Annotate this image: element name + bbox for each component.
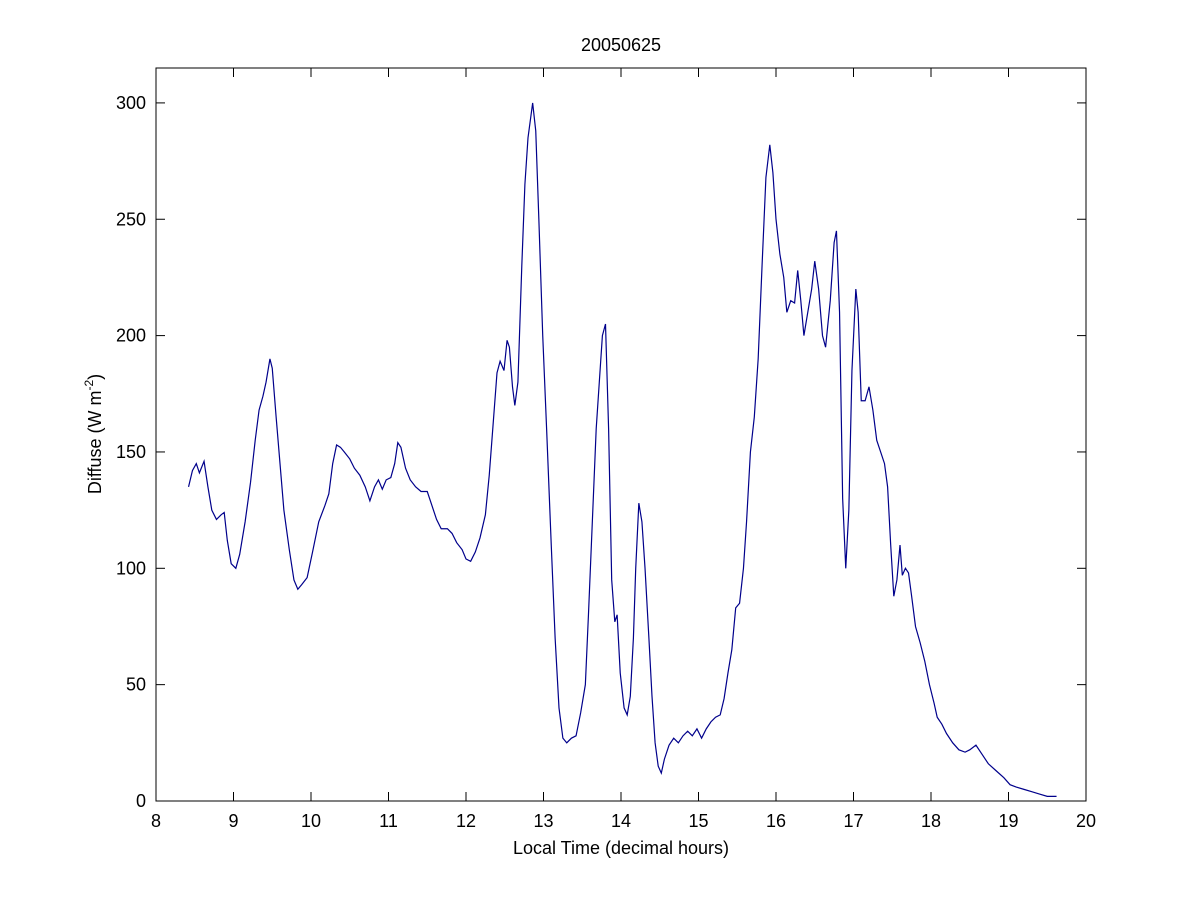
x-tick-label: 11 [379,811,398,831]
y-axis-label: Diffuse (W m-2) [82,374,105,494]
x-tick-label: 12 [456,811,476,831]
y-tick-label: 0 [136,791,146,811]
x-tick-label: 10 [301,811,321,831]
x-tick-label: 9 [228,811,238,831]
plot-area [155,67,1087,802]
y-tick-label: 100 [116,558,146,578]
y-tick-label: 250 [116,209,146,229]
x-tick-label: 19 [998,811,1018,831]
y-tick-label: 50 [126,675,146,695]
y-label-sup: -2 [82,379,96,390]
x-tick-label: 18 [921,811,941,831]
chart-title: 20050625 [581,35,661,55]
y-tick-label: 150 [116,442,146,462]
x-tick-label: 15 [688,811,708,831]
x-axis-label: Local Time (decimal hours) [513,838,729,858]
y-label-end: ) [85,374,105,380]
x-tick-label: 17 [843,811,863,831]
x-tick-label: 13 [533,811,553,831]
data-line [187,102,1057,797]
y-tick-label: 300 [116,93,146,113]
x-tick-label: 16 [766,811,786,831]
y-label-text: Diffuse (W m [85,390,105,494]
x-tick-label: 20 [1076,811,1096,831]
x-tick-label: 8 [151,811,161,831]
x-tick-label: 14 [611,811,631,831]
y-tick-label: 200 [116,326,146,346]
